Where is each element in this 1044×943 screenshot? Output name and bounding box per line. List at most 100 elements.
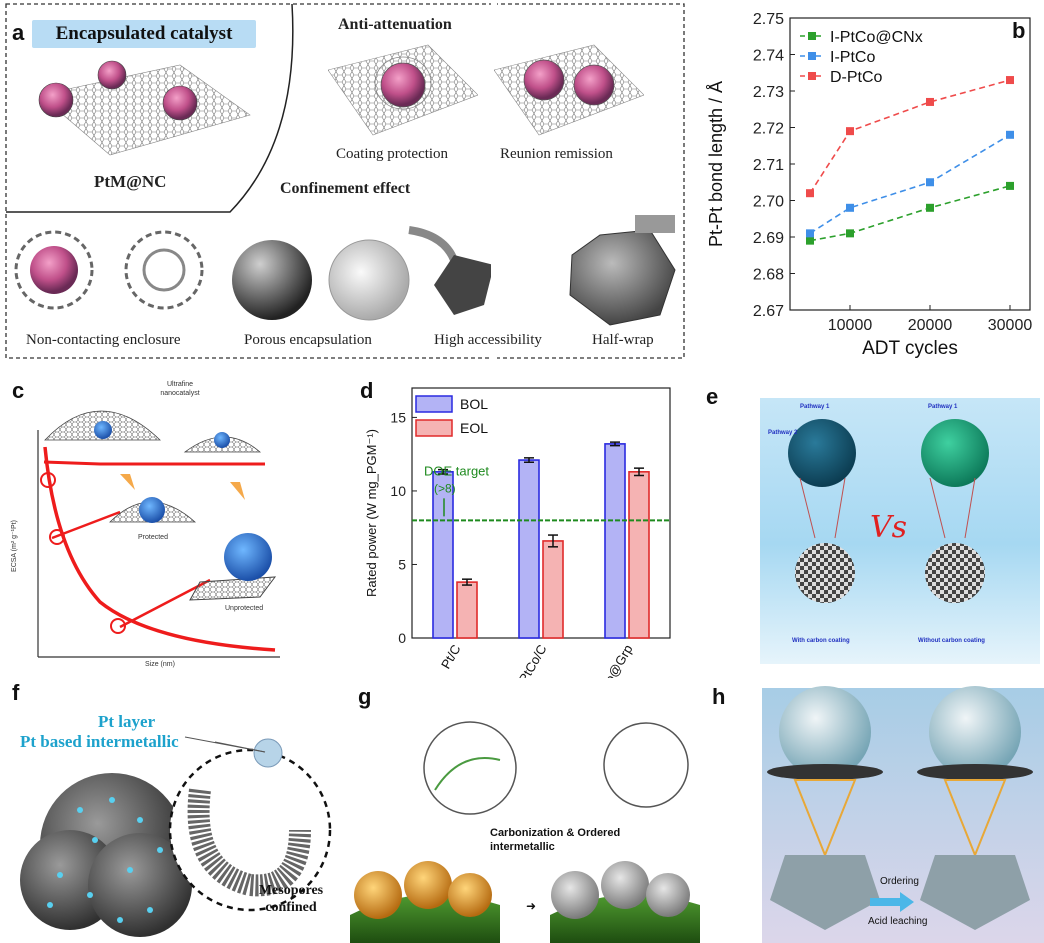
panel-e-pathway1-right: Pathway 1 [928, 404, 958, 410]
panel-b-ytick-label: 2.69 [753, 230, 784, 247]
panel-c-figure [37, 410, 280, 658]
panel-d-ytick-label: 10 [390, 483, 406, 499]
panel-d-bar [542, 540, 564, 639]
panel-g-figure: ➜ [350, 721, 700, 943]
panel-d-target-label: DOE target [424, 463, 489, 478]
panel-b-series-line [809, 134, 1011, 235]
panel-b-legend-marker [808, 72, 816, 80]
panel-b-ytick-label: 2.67 [753, 303, 784, 320]
panel-d-plot-frame [411, 387, 671, 639]
panel-c: c Ultrafine nanocatalyst Protected Unpro… [0, 372, 290, 672]
panel-e-left-caption: With carbon coating [792, 638, 850, 644]
panel-b-point [806, 229, 814, 238]
panel-d-legend-swatch [415, 419, 453, 437]
panel-b-point [926, 178, 934, 187]
confinement-title: Confinement effect [280, 180, 411, 197]
panel-a-label: a [12, 20, 25, 45]
panel-d-target-note: (>8) [434, 481, 456, 495]
panel-d-legend-swatch [415, 395, 453, 413]
panel-d-bar [628, 471, 650, 639]
encapsulated-title-text: Encapsulated catalyst [55, 23, 233, 44]
panel-b-legend-label: I-PtCo@CNx [830, 29, 923, 46]
panel-b-ytick-label: 2.70 [753, 194, 784, 211]
half-wrap-caption: Half-wrap [592, 332, 654, 348]
panel-b-point [846, 203, 854, 212]
panel-b-legend-marker [808, 52, 816, 60]
panel-c-unprotected: Unprotected [225, 605, 264, 612]
panel-e-pathway2-left: Pathway 2 [768, 430, 798, 436]
panel-b-plot-frame [789, 17, 1031, 311]
panel-c-protected: Protected [138, 534, 168, 541]
anti-attenuation-title: Anti-attenuation [338, 16, 452, 33]
panel-b-point [1006, 76, 1014, 85]
panel-b-point [1006, 130, 1014, 139]
panel-b-ytick-label: 2.71 [753, 157, 784, 174]
panel-d-label: d [360, 378, 374, 403]
panel-b-chart: 2.67 2.68 2.69 2.70 2.71 2.72 2.73 2.74 2.75 1000… [706, 11, 1033, 359]
encapsulated-caption: PtM@NC [94, 172, 167, 191]
panel-f-pt-intermetallic: Pt based intermetallic [20, 732, 179, 751]
panel-d-ytick-label: 15 [390, 409, 406, 425]
panel-b-xtick-label: 30000 [988, 317, 1033, 334]
panel-d-ytick-label: 0 [398, 630, 406, 646]
panel-b-series-line [809, 79, 1011, 194]
panel-c-ylabel: ECSA (m² g⁻¹Pt) [10, 520, 18, 572]
panel-h: h Ordering Acid leaching [700, 680, 1044, 943]
panel-b-ytick-label: 2.73 [753, 84, 784, 101]
coating-protection-caption: Coating protection [336, 146, 449, 162]
panel-b-point [1006, 181, 1014, 190]
panel-e-right-caption: Without carbon coating [918, 638, 985, 644]
panel-d-bar [456, 581, 478, 639]
panel-b-point [806, 236, 814, 245]
panel-d-legend-label: EOL [460, 420, 488, 436]
panel-b-xlabel: ADT cycles [862, 338, 958, 359]
panel-d-bar [518, 459, 540, 639]
panel-d-legend-label: BOL [460, 396, 488, 412]
svg-text:➜: ➜ [526, 899, 536, 913]
panel-f: f Pt layer Pt based intermetallic Mesopo… [0, 680, 335, 943]
panel-h-acid: Acid leaching [868, 916, 928, 927]
encapsulated-title: Encapsulated catalyst [32, 20, 256, 48]
confinement-caption-1: Non-contacting enclosure [26, 332, 181, 348]
panel-g-label: g [358, 684, 372, 709]
panel-b-point [806, 189, 814, 198]
panel-d-ytick-label: 5 [398, 556, 406, 572]
panel-b-point [846, 229, 854, 238]
panel-e-vs: Vs [870, 510, 908, 545]
panel-g-process: Carbonization & Ordered intermetallic [490, 827, 621, 853]
panel-h-label: h [712, 684, 726, 709]
panel-f-mesopores: Mesopores confined [258, 883, 324, 915]
panel-d-chart: 0 5 10 15 Rated power (W mg_PGM⁻¹) Pt/C c-PtCo… [364, 387, 671, 678]
panel-d: d 0 5 10 15 Rated power (W mg_PGM⁻¹) Pt/C c-Pt… [350, 378, 685, 678]
panel-c-xlabel: Size (nm) [145, 661, 175, 668]
reunion-remission-art [494, 44, 644, 136]
panel-f-pt-layer: Pt layer [98, 712, 156, 731]
encapsulated-catalyst-illustration [38, 60, 251, 156]
panel-d-bar [432, 471, 454, 639]
half-wrap-art [569, 215, 676, 326]
panel-b-point [926, 203, 934, 212]
panel-c-label: c [12, 378, 25, 403]
panel-b-xtick-label: 20000 [908, 317, 953, 334]
panel-h-ordering: Ordering [880, 876, 919, 887]
panel-b-point [846, 127, 854, 136]
panel-b-point [926, 97, 934, 106]
panel-g: g ➜ Carbonization & Ordered intermetalli… [350, 680, 700, 943]
panel-b-legend-label: D-PtCo [830, 69, 883, 86]
reunion-caption-visible: Reunion remission [500, 146, 613, 162]
confinement-caption-2: Porous encapsulation [244, 332, 372, 348]
panel-d-category-label: Pt/C [438, 642, 464, 671]
panel-e-figure [760, 398, 1040, 664]
panel-d-ylabel: Rated power (W mg_PGM⁻¹) [364, 429, 379, 597]
panel-b-ytick-label: 2.74 [753, 48, 784, 65]
panel-h-figure [762, 686, 1044, 943]
panel-b-ytick-label: 2.68 [753, 267, 784, 284]
panel-f-label: f [12, 680, 20, 705]
panel-e-pathway1-left: Pathway 1 [800, 404, 830, 410]
panel-d-category-label: c-PtCo/C [510, 642, 549, 678]
panel-e: e Pathway 1 Pathway 2 Pathway 1 Vs With … [700, 378, 1044, 678]
panel-b-ylabel: Pt-Pt bond length / Å [706, 81, 726, 247]
panel-b-ytick-label: 2.75 [753, 11, 784, 28]
panel-b-legend-label: I-PtCo [830, 49, 875, 66]
panel-b-xtick-label: 10000 [828, 317, 873, 334]
